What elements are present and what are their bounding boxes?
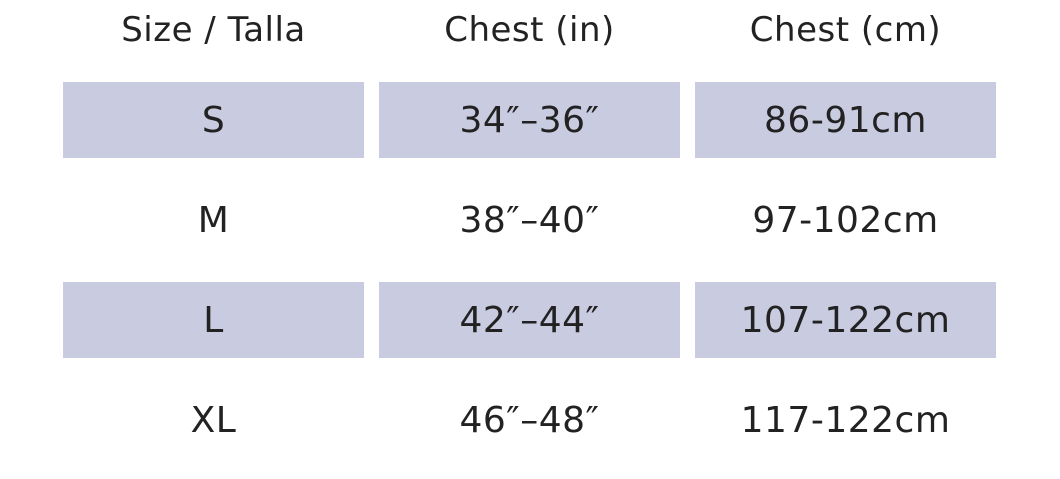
table-cell: 107-122cm bbox=[695, 282, 996, 358]
table-cell: 42″–44″ bbox=[379, 282, 680, 358]
table-cell: 34″–36″ bbox=[379, 82, 680, 158]
table-cell: 38″–40″ bbox=[459, 199, 600, 241]
header-cell: Chest (cm) bbox=[749, 10, 942, 50]
table-cell: M bbox=[197, 199, 230, 241]
table-cell: 117-122cm bbox=[740, 399, 951, 441]
table-cell: 86-91cm bbox=[695, 82, 996, 158]
header-cell: Chest (in) bbox=[444, 10, 615, 50]
table-cell: S bbox=[63, 82, 364, 158]
table-cell: 46″–48″ bbox=[459, 399, 600, 441]
table-cell: XL bbox=[190, 399, 237, 441]
table-cell: L bbox=[63, 282, 364, 358]
table-cell: 97-102cm bbox=[752, 199, 939, 241]
header-cell: Size / Talla bbox=[121, 10, 306, 50]
